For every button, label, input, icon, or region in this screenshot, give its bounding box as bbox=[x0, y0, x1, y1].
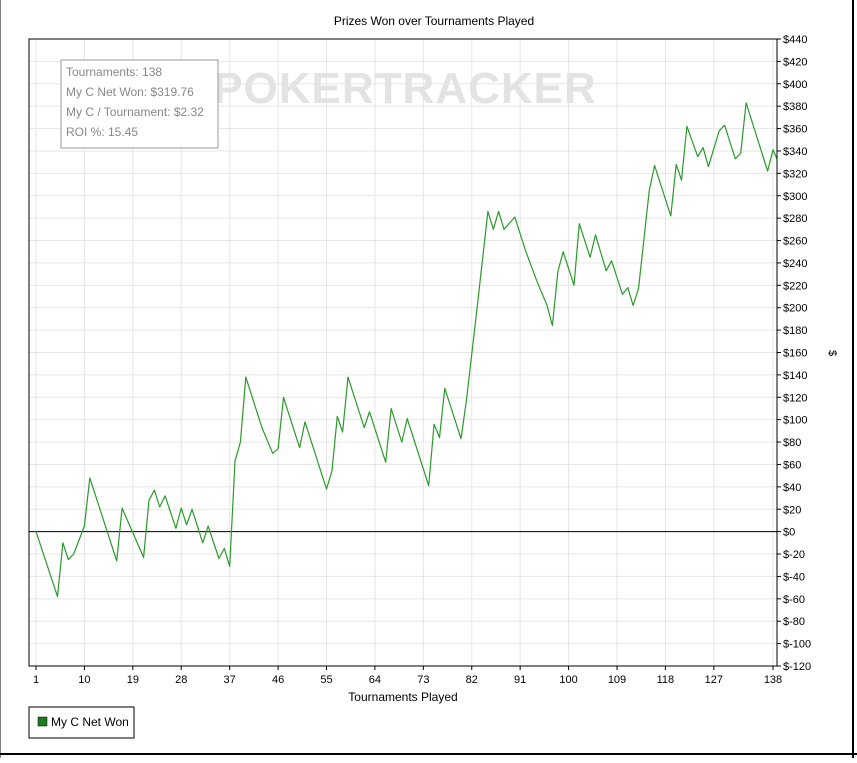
info-box-frame bbox=[60, 59, 219, 149]
series-layer bbox=[35, 102, 777, 598]
y-tick-label: $280 bbox=[783, 213, 807, 225]
x-tick-label: 73 bbox=[417, 674, 429, 686]
y-tick-label: $180 bbox=[783, 325, 807, 337]
legend-swatch bbox=[37, 716, 48, 727]
legend-label: My C Net Won bbox=[51, 715, 129, 729]
y-tick-label: $40 bbox=[783, 482, 801, 494]
x-tick-label: 109 bbox=[608, 674, 626, 686]
y-tick-label: $20 bbox=[783, 504, 801, 516]
info-box: Tournaments: 138 My C Net Won: $319.76 M… bbox=[60, 59, 219, 149]
y-tick-label: $140 bbox=[783, 370, 807, 382]
y-tick-label: $220 bbox=[783, 280, 807, 292]
x-tick-label: 127 bbox=[705, 674, 723, 686]
info-net-won: My C Net Won: $319.76 bbox=[66, 85, 194, 99]
x-axis: 1 10 19 28 37 46 55 64 73 82 91 100 109 118 127 138 bbox=[33, 666, 782, 686]
x-tick-label: 82 bbox=[466, 674, 478, 686]
x-tick-label: 91 bbox=[514, 674, 526, 686]
y-tick-label: $240 bbox=[783, 258, 807, 270]
x-tick-label: 28 bbox=[175, 674, 187, 686]
x-tick-label: 55 bbox=[320, 674, 332, 686]
legend: My C Net Won bbox=[28, 706, 135, 739]
x-tick-label: 64 bbox=[369, 674, 381, 686]
y-tick-label: $260 bbox=[783, 236, 807, 248]
y-axis-label: $ bbox=[826, 350, 838, 356]
y-tick-label: $-60 bbox=[783, 594, 805, 606]
x-tick-label: 37 bbox=[224, 674, 236, 686]
y-tick-label: $160 bbox=[783, 348, 807, 360]
y-tick-label: $-40 bbox=[783, 571, 805, 583]
y-tick-label: $120 bbox=[783, 392, 807, 404]
y-tick-label: $200 bbox=[783, 303, 807, 315]
x-axis-label: Tournaments Played bbox=[348, 690, 457, 704]
info-per-tournament: My C / Tournament: $2.32 bbox=[66, 105, 204, 119]
y-tick-label: $420 bbox=[783, 56, 807, 68]
y-tick-label: $-80 bbox=[783, 616, 805, 628]
y-tick-label: $400 bbox=[783, 79, 807, 91]
y-tick-label: $300 bbox=[783, 191, 807, 203]
x-tick-label: 100 bbox=[559, 674, 577, 686]
y-tick-label: $-100 bbox=[783, 639, 811, 651]
y-tick-label: $80 bbox=[783, 437, 801, 449]
y-tick-label: $440 bbox=[783, 34, 807, 46]
x-tick-label: 1 bbox=[33, 674, 39, 686]
series-line-my-c-net-won bbox=[35, 102, 777, 598]
x-tick-label: 19 bbox=[127, 674, 139, 686]
x-tick-label: 46 bbox=[272, 674, 284, 686]
y-tick-label: $360 bbox=[783, 124, 807, 136]
watermark-logo: POKERTRACKER bbox=[213, 64, 597, 113]
chart-title: Prizes Won over Tournaments Played bbox=[334, 14, 534, 28]
info-tournaments: Tournaments: 138 bbox=[66, 65, 162, 79]
y-tick-label: $340 bbox=[783, 146, 807, 158]
x-tick-label: 138 bbox=[764, 674, 782, 686]
y-tick-label: $-120 bbox=[783, 661, 811, 673]
y-tick-label: $60 bbox=[783, 459, 801, 471]
x-tick-label: 10 bbox=[78, 674, 90, 686]
info-roi: ROI %: 15.45 bbox=[66, 125, 138, 139]
x-tick-label: 118 bbox=[657, 674, 675, 686]
y-axis: $-120 $-100 $-80 $-60 $-40 $-20 $0 $20 $40 $60 $80… bbox=[777, 34, 811, 673]
y-tick-label: $320 bbox=[783, 168, 807, 180]
y-tick-label: $100 bbox=[783, 415, 807, 427]
y-tick-label: $-20 bbox=[783, 549, 805, 561]
y-tick-label: $0 bbox=[783, 527, 795, 539]
y-tick-label: $380 bbox=[783, 101, 807, 113]
